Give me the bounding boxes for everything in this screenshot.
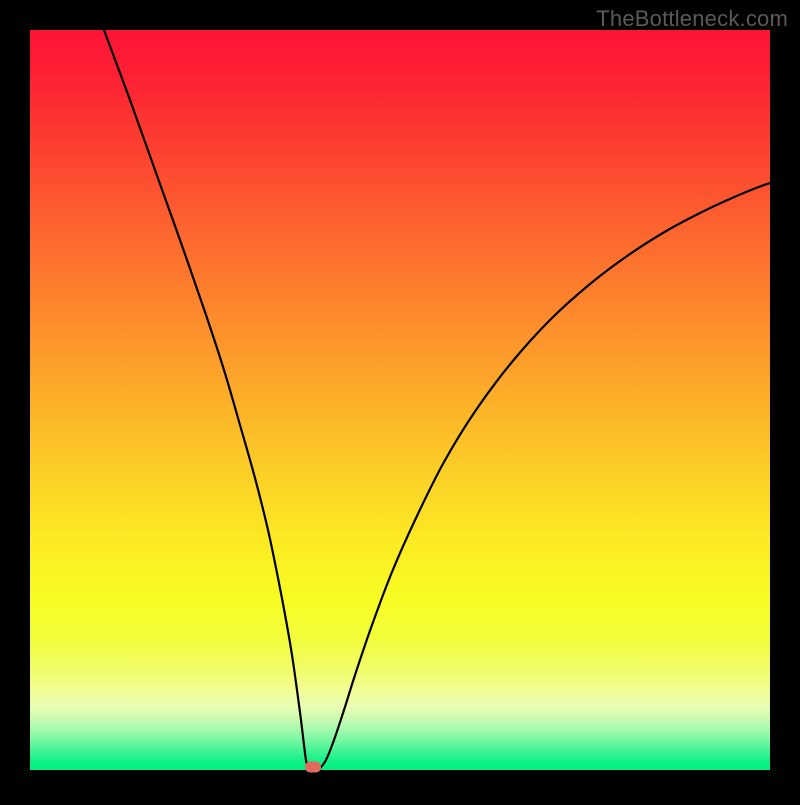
watermark-text: TheBottleneck.com bbox=[596, 6, 788, 32]
plot-background bbox=[30, 30, 770, 770]
chart-svg bbox=[0, 0, 800, 800]
bottleneck-chart: TheBottleneck.com bbox=[0, 0, 800, 800]
minimum-marker bbox=[305, 762, 321, 773]
